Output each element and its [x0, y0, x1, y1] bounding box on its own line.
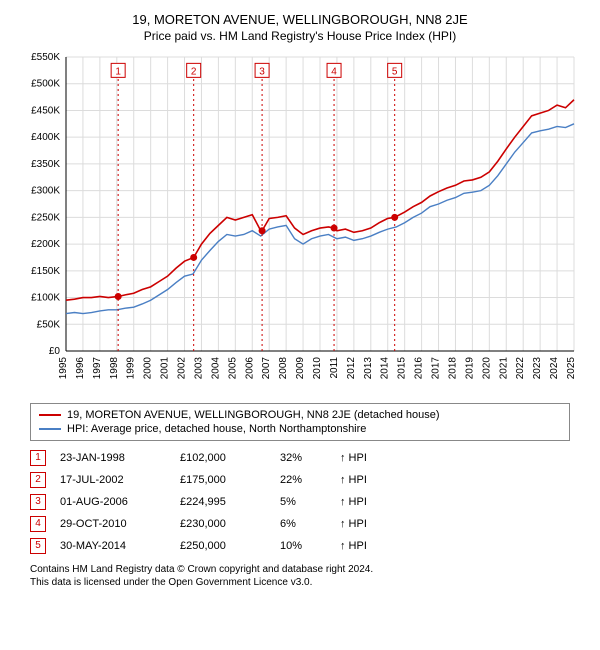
svg-text:2019: 2019 — [464, 357, 475, 380]
tx-date: 29-OCT-2010 — [60, 518, 180, 530]
svg-text:2014: 2014 — [380, 357, 391, 380]
svg-text:2012: 2012 — [346, 357, 357, 380]
tx-pct: 22% — [280, 474, 340, 486]
legend-label-1: 19, MORETON AVENUE, WELLINGBOROUGH, NN8 … — [67, 409, 440, 421]
svg-text:2018: 2018 — [447, 357, 458, 380]
svg-text:£300K: £300K — [31, 186, 60, 197]
svg-text:1: 1 — [115, 66, 121, 77]
svg-text:£550K: £550K — [31, 53, 60, 63]
table-row: 5 30-MAY-2014£250,00010%↑ HPI — [30, 535, 570, 557]
legend-row-1: 19, MORETON AVENUE, WELLINGBOROUGH, NN8 … — [39, 408, 561, 422]
svg-text:£350K: £350K — [31, 159, 60, 170]
svg-text:£150K: £150K — [31, 266, 60, 277]
svg-text:1997: 1997 — [92, 357, 103, 380]
tx-suffix: ↑ HPI — [340, 474, 367, 486]
svg-text:2017: 2017 — [431, 357, 442, 380]
svg-text:£0: £0 — [49, 346, 61, 357]
tx-price: £230,000 — [180, 518, 280, 530]
svg-text:2022: 2022 — [515, 357, 526, 380]
svg-text:2007: 2007 — [261, 357, 272, 380]
tx-suffix: ↑ HPI — [340, 452, 367, 464]
legend-swatch-1 — [39, 414, 61, 416]
svg-text:2009: 2009 — [295, 357, 306, 380]
footnote-line1: Contains HM Land Registry data © Crown c… — [30, 563, 570, 576]
svg-text:2020: 2020 — [481, 357, 492, 380]
svg-text:2008: 2008 — [278, 357, 289, 380]
svg-text:2025: 2025 — [566, 357, 577, 380]
svg-text:2021: 2021 — [498, 357, 509, 380]
svg-text:2013: 2013 — [363, 357, 374, 380]
svg-text:£250K: £250K — [31, 212, 60, 223]
svg-text:2010: 2010 — [312, 357, 323, 380]
title-line1: 19, MORETON AVENUE, WELLINGBOROUGH, NN8 … — [0, 12, 600, 27]
table-row: 2 17-JUL-2002£175,00022%↑ HPI — [30, 469, 570, 491]
tx-number: 1 — [30, 450, 46, 466]
tx-number: 3 — [30, 494, 46, 510]
tx-suffix: ↑ HPI — [340, 540, 367, 552]
table-row: 3 01-AUG-2006£224,9955%↑ HPI — [30, 491, 570, 513]
table-row: 4 29-OCT-2010£230,0006%↑ HPI — [30, 513, 570, 535]
svg-text:2003: 2003 — [193, 357, 204, 380]
svg-text:2000: 2000 — [143, 357, 154, 380]
svg-text:£500K: £500K — [31, 79, 60, 90]
tx-date: 17-JUL-2002 — [60, 474, 180, 486]
svg-text:£200K: £200K — [31, 239, 60, 250]
tx-number: 5 — [30, 538, 46, 554]
svg-text:2004: 2004 — [210, 357, 221, 380]
tx-price: £224,995 — [180, 496, 280, 508]
tx-number: 4 — [30, 516, 46, 532]
svg-text:2005: 2005 — [227, 357, 238, 380]
svg-text:1996: 1996 — [75, 357, 86, 380]
legend-label-2: HPI: Average price, detached house, Nort… — [67, 423, 366, 435]
tx-date: 23-JAN-1998 — [60, 452, 180, 464]
svg-text:2016: 2016 — [414, 357, 425, 380]
svg-text:£50K: £50K — [37, 319, 61, 330]
svg-text:£100K: £100K — [31, 293, 60, 304]
svg-text:5: 5 — [392, 66, 398, 77]
tx-suffix: ↑ HPI — [340, 518, 367, 530]
svg-text:2015: 2015 — [397, 357, 408, 380]
tx-price: £102,000 — [180, 452, 280, 464]
svg-text:4: 4 — [331, 66, 337, 77]
tx-date: 30-MAY-2014 — [60, 540, 180, 552]
tx-suffix: ↑ HPI — [340, 496, 367, 508]
table-row: 1 23-JAN-1998£102,00032%↑ HPI — [30, 447, 570, 469]
svg-text:1998: 1998 — [109, 357, 120, 380]
tx-pct: 5% — [280, 496, 340, 508]
svg-text:2024: 2024 — [549, 357, 560, 380]
svg-text:2011: 2011 — [329, 357, 340, 379]
svg-text:2023: 2023 — [532, 357, 543, 380]
svg-text:2006: 2006 — [244, 357, 255, 380]
tx-number: 2 — [30, 472, 46, 488]
svg-text:3: 3 — [259, 66, 265, 77]
svg-text:2: 2 — [191, 66, 197, 77]
transaction-table: 123-JAN-1998£102,00032%↑ HPI217-JUL-2002… — [30, 447, 570, 557]
tx-pct: 32% — [280, 452, 340, 464]
tx-date: 01-AUG-2006 — [60, 496, 180, 508]
svg-text:2002: 2002 — [177, 357, 188, 380]
legend-row-2: HPI: Average price, detached house, Nort… — [39, 422, 561, 436]
tx-price: £175,000 — [180, 474, 280, 486]
tx-pct: 6% — [280, 518, 340, 530]
footnote: Contains HM Land Registry data © Crown c… — [30, 563, 570, 589]
tx-price: £250,000 — [180, 540, 280, 552]
tx-pct: 10% — [280, 540, 340, 552]
legend: 19, MORETON AVENUE, WELLINGBOROUGH, NN8 … — [30, 403, 570, 441]
title-block: 19, MORETON AVENUE, WELLINGBOROUGH, NN8 … — [0, 0, 600, 43]
legend-swatch-2 — [39, 428, 61, 430]
title-line2: Price paid vs. HM Land Registry's House … — [0, 29, 600, 43]
svg-text:£450K: £450K — [31, 105, 60, 116]
svg-text:1995: 1995 — [58, 357, 69, 380]
svg-text:£400K: £400K — [31, 132, 60, 143]
chart: £0 £50K £100K £150K £200K £250K £300K £350K £400… — [20, 53, 580, 393]
footnote-line2: This data is licensed under the Open Gov… — [30, 576, 570, 589]
svg-text:1999: 1999 — [126, 357, 137, 380]
chart-svg: £0 £50K £100K £150K £200K £250K £300K £350K £400… — [20, 53, 580, 393]
svg-text:2001: 2001 — [160, 357, 171, 380]
page-container: 19, MORETON AVENUE, WELLINGBOROUGH, NN8 … — [0, 0, 600, 589]
